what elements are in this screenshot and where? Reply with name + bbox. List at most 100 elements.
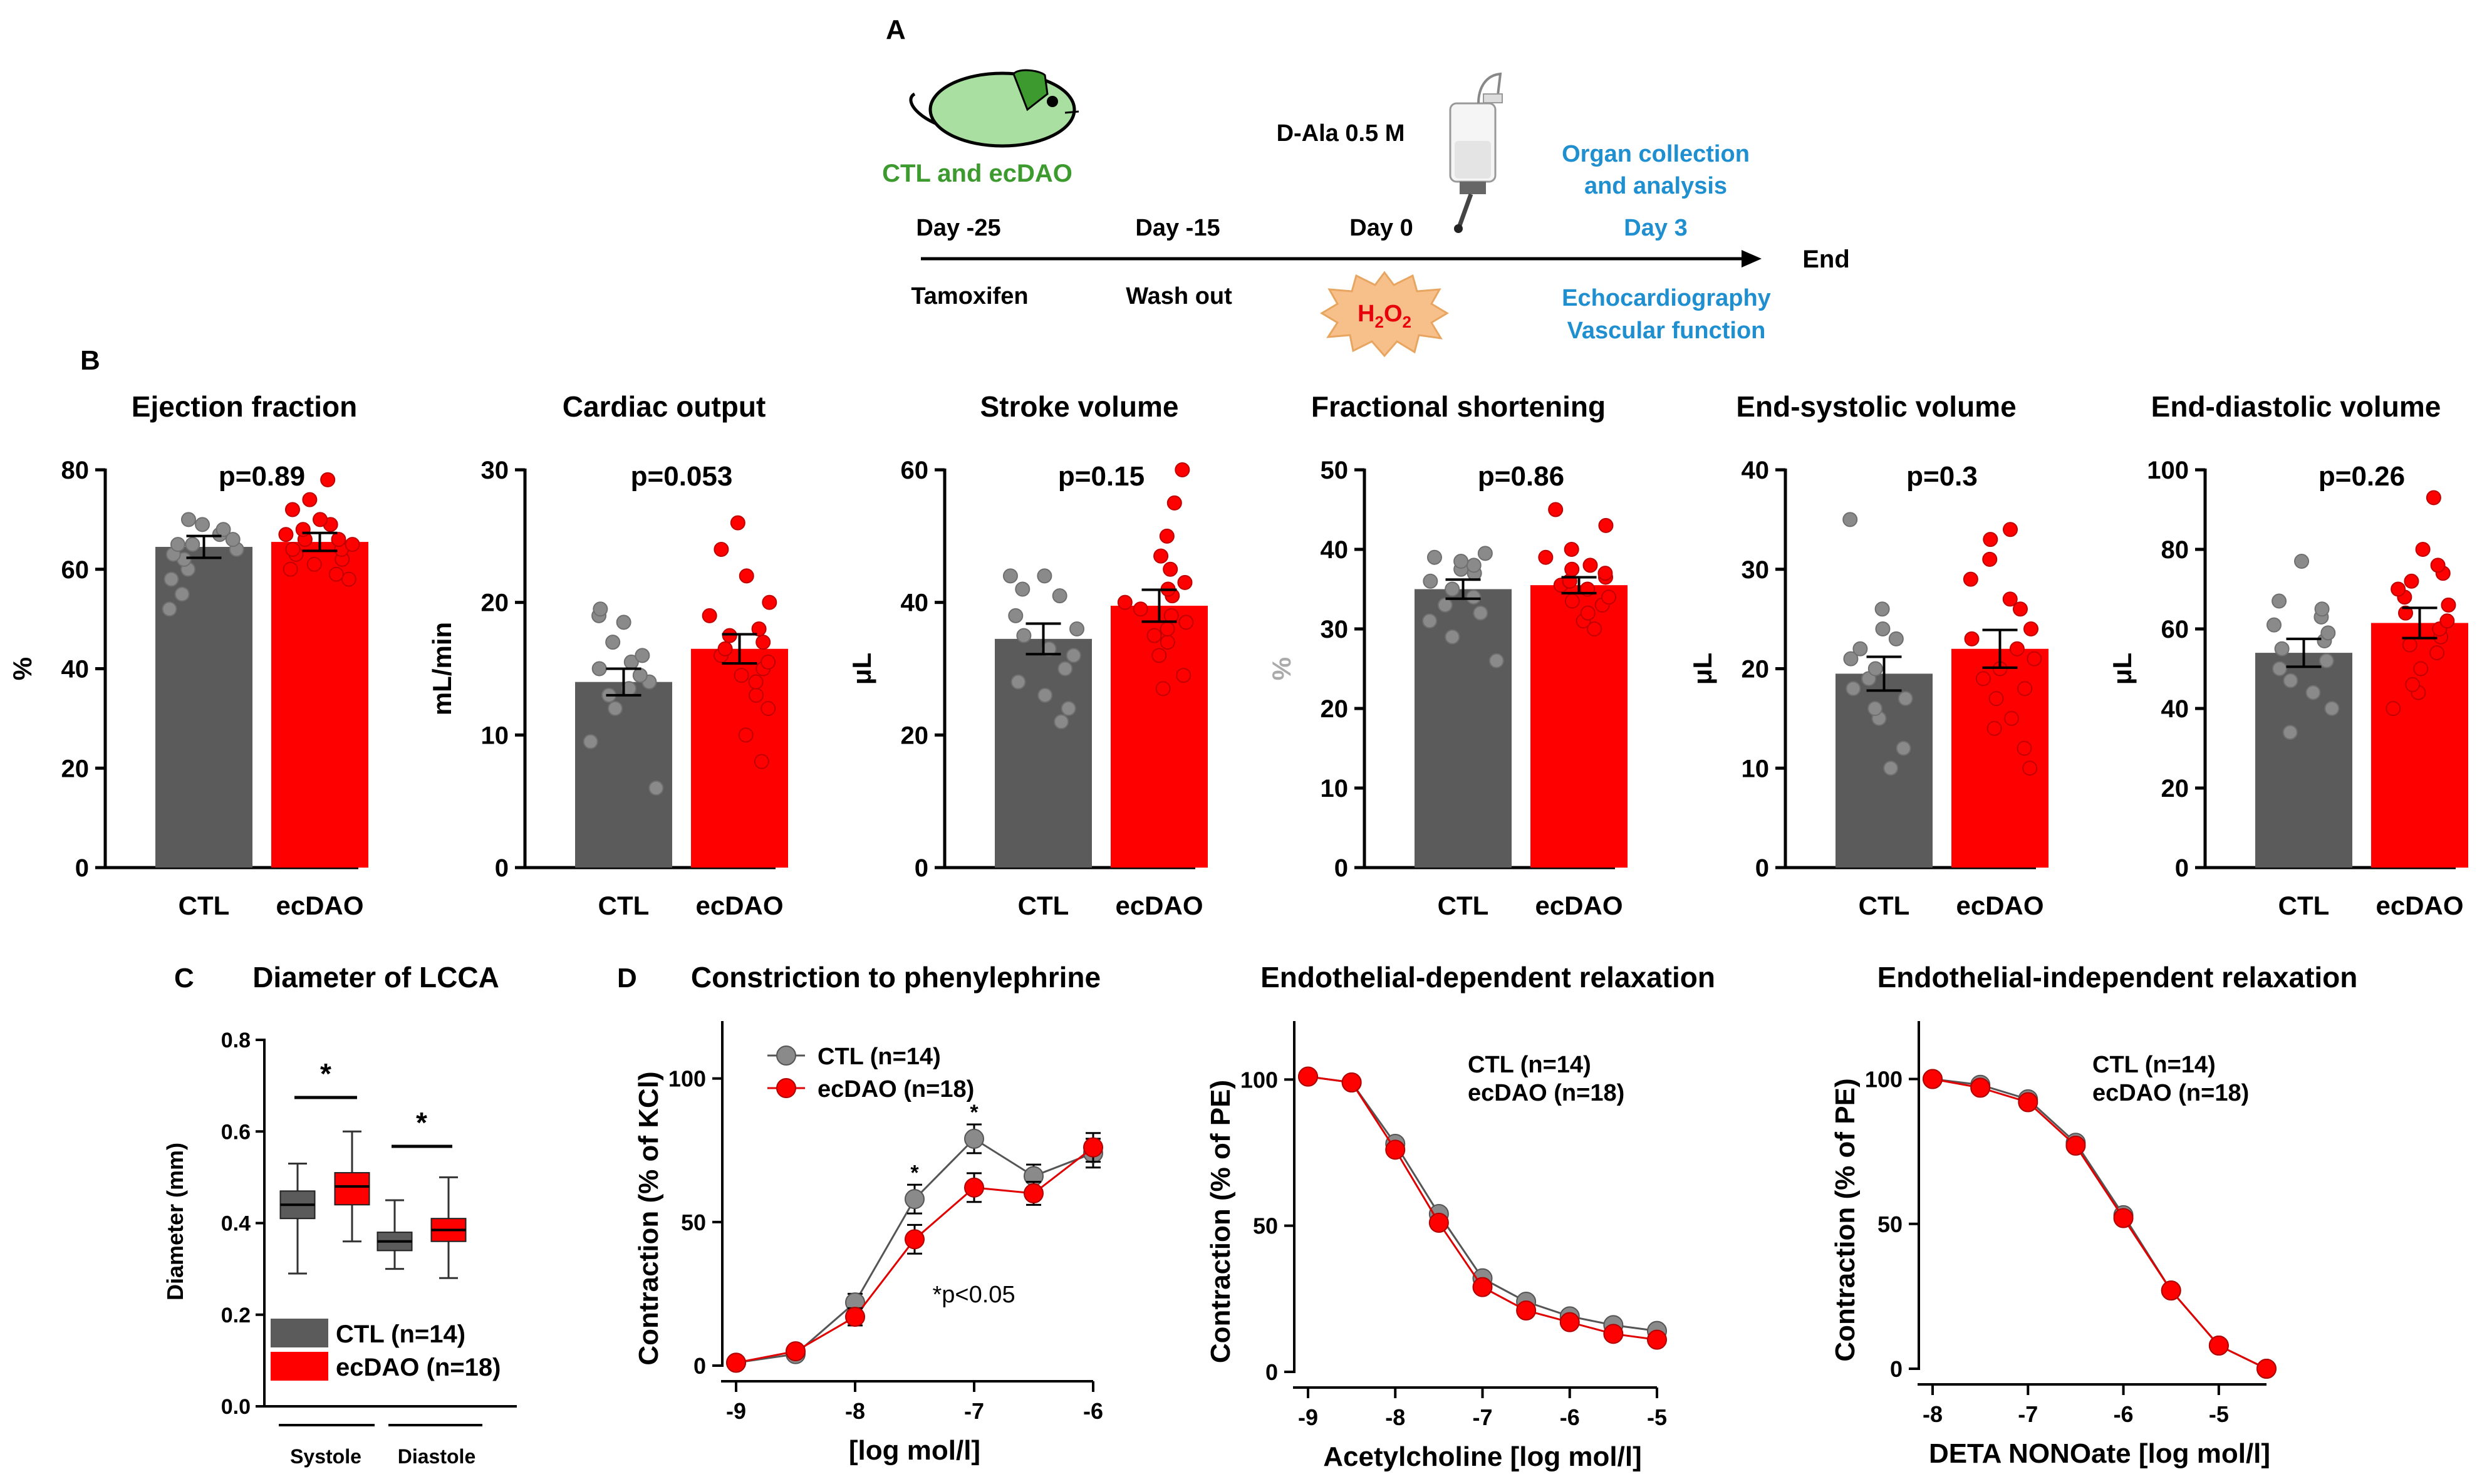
x-tick-label: -7	[964, 1398, 984, 1424]
legend-label-ctl: CTL (n=14)	[336, 1321, 465, 1348]
x-axis-label: Acetylcholine [log mol/l]	[1323, 1441, 1642, 1472]
y-tick-label: 100	[668, 1066, 706, 1092]
organ-collection-label: Organ collection	[1562, 141, 1750, 167]
point-ecdao	[2386, 701, 2401, 716]
day-label-1: Day -25	[916, 215, 1000, 241]
point-ctl	[215, 522, 231, 537]
point-ecdao	[1160, 621, 1175, 636]
group-label: Diastole	[398, 1445, 475, 1468]
chart-title: Ejection fraction	[132, 390, 357, 423]
legend-label-ctl: CTL (n=14)	[1468, 1052, 1591, 1078]
point-ctl	[1445, 629, 1460, 645]
point-ctl	[591, 661, 607, 677]
y-tick-label: 10	[481, 722, 509, 749]
point-ctl	[1453, 554, 1469, 569]
legend-label-ecdao: ecDAO (n=18)	[2092, 1080, 2249, 1106]
point-ctl	[2324, 701, 2340, 716]
y-axis-label: Diameter (mm)	[162, 1143, 188, 1300]
point-ctl	[2294, 554, 2310, 569]
x-tick-label: ecDAO	[1115, 891, 1203, 920]
mouse-icon	[909, 69, 1079, 148]
point-ecdao	[1163, 561, 1178, 577]
h2o2-o: O	[1384, 301, 1403, 327]
point-ecdao	[1587, 621, 1602, 636]
bar-ctl	[995, 638, 1092, 868]
point-ctl	[185, 537, 200, 553]
y-tick-label: 0.0	[221, 1395, 251, 1419]
bar-chart-2: Cardiac output 0 10 20 30 mL/min CTL ecDAO p=0.0…	[427, 390, 788, 920]
point-ecdao	[1083, 1137, 1103, 1158]
chart-title: Fractional shortening	[1311, 390, 1606, 423]
y-tick-label: 0.2	[221, 1304, 251, 1327]
point-ctl	[583, 734, 598, 749]
y-tick-label: 40	[61, 656, 90, 683]
x-tick-label: ecDAO	[1535, 891, 1623, 920]
x-tick-label: -6	[1083, 1398, 1103, 1424]
bar-ecdao	[2371, 623, 2468, 868]
point-ecdao	[2065, 1135, 2086, 1156]
point-ecdao	[2404, 573, 2419, 589]
point-ctl	[2274, 641, 2290, 656]
y-tick-label: 0	[1265, 1359, 1278, 1385]
mouse-label: CTL and ecDAO	[882, 160, 1072, 187]
point-ctl	[632, 668, 648, 683]
significance-star: *	[320, 1057, 331, 1090]
point-ctl	[1437, 597, 1453, 613]
point-ecdao	[1580, 605, 1596, 621]
x-tick-label: CTL	[1018, 891, 1069, 920]
y-axis-label: %	[1267, 657, 1296, 680]
bar-chart-3: Stroke volume 0 20 40 60 μL CTL ecDAO p=0.15	[847, 390, 1208, 920]
p-value: p=0.053	[631, 461, 733, 492]
vascular-function-label: Vascular function	[1567, 318, 1766, 344]
line-chart-2: Endothelial-dependent relaxation 0 50 100 -9…	[1205, 961, 1715, 1472]
point-ctl	[2320, 625, 2336, 641]
point-ctl	[1466, 558, 1482, 573]
legend-label-ecdao: ecDAO (n=18)	[818, 1076, 974, 1103]
point-ctl	[1843, 651, 1859, 667]
point-ecdao	[726, 1352, 746, 1373]
y-tick-label: 20	[1321, 695, 1349, 723]
y-tick-label: 0.4	[221, 1212, 251, 1236]
x-tick-label: ecDAO	[276, 891, 363, 920]
y-tick-label: 50	[1877, 1212, 1903, 1237]
panel-b-echo-bar-charts: Ejection fraction 0 20 40 60 80% CTL ecDAO p=0.8…	[8, 390, 2468, 920]
point-ctl	[648, 781, 664, 796]
legend-swatch-ctl	[271, 1319, 328, 1347]
point-ecdao	[754, 754, 769, 769]
day-label-end: Day 3	[1624, 215, 1687, 241]
point-ctl	[2305, 685, 2321, 700]
point-ctl	[1054, 714, 1069, 730]
y-tick-label: 50	[681, 1210, 706, 1235]
chart-title: Endothelial-dependent relaxation	[1260, 961, 1715, 994]
point-ecdao	[2012, 601, 2028, 617]
y-tick-label: 0	[915, 854, 928, 882]
point-ctl	[964, 1128, 984, 1149]
group-label: Systole	[290, 1445, 361, 1468]
x-tick-label: -5	[2209, 1401, 2229, 1427]
point-ecdao	[1176, 668, 1192, 683]
point-ctl	[1473, 605, 1488, 621]
y-tick-label: 60	[901, 457, 929, 484]
point-ecdao	[1983, 532, 1998, 547]
series-line-ecdao	[1932, 1078, 2267, 1370]
bar-ctl	[575, 682, 672, 868]
point-ecdao	[714, 542, 729, 557]
x-tick-label: -6	[2114, 1401, 2134, 1427]
point-ctl	[1061, 701, 1076, 716]
point-ecdao	[845, 1307, 865, 1327]
point-ctl	[1875, 621, 1891, 636]
point-ecdao	[905, 1229, 925, 1250]
bar-ctl	[1415, 589, 1512, 868]
point-ecdao	[1548, 502, 1564, 517]
y-tick-label: 10	[1321, 775, 1349, 802]
point-ecdao	[2161, 1280, 2181, 1301]
point-ecdao	[2429, 645, 2445, 661]
point-ecdao	[762, 594, 777, 610]
point-ecdao	[284, 502, 300, 517]
point-ctl	[605, 635, 621, 650]
point-ecdao	[345, 537, 360, 553]
point-ctl	[1867, 661, 1883, 677]
point-ctl	[2272, 593, 2287, 609]
panel-c-lcca-boxplot: Diameter of LCCA 0.0 0.2 0.4 0.6 0.8 Diameter …	[162, 961, 517, 1468]
point-ecdao	[730, 515, 745, 531]
